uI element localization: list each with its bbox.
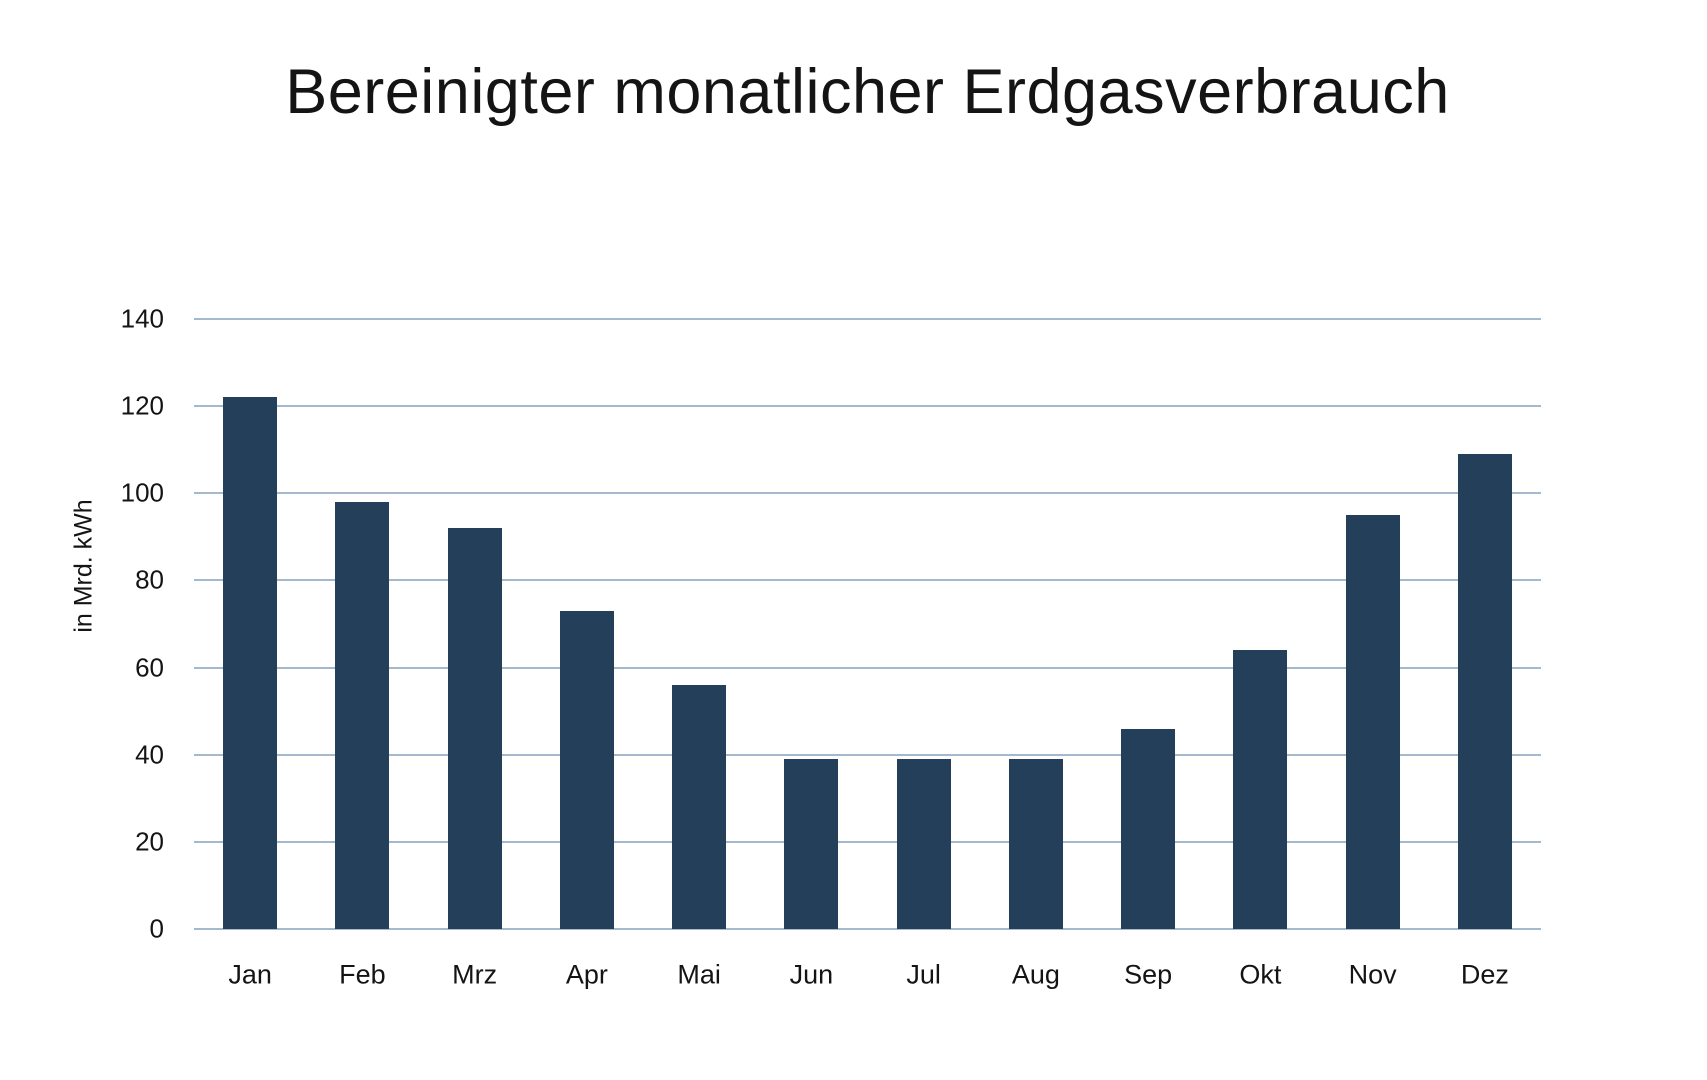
bar — [784, 759, 839, 929]
y-tick-label: 60 — [135, 652, 164, 683]
bar — [223, 397, 278, 929]
gridline — [194, 405, 1541, 408]
x-tick-label: Apr — [565, 959, 608, 990]
x-tick-label: Sep — [1124, 959, 1173, 990]
chart-title: Bereinigter monatlicher Erdgasverbrauch — [285, 57, 1450, 127]
bar — [1008, 759, 1063, 929]
gridline — [194, 666, 1541, 669]
y-tick-label: 140 — [120, 303, 164, 334]
x-tick-label: Mrz — [452, 959, 498, 990]
x-tick-label: Nov — [1348, 959, 1397, 990]
bar — [1121, 728, 1176, 929]
x-tick-label: Mai — [677, 959, 721, 990]
bar — [1457, 454, 1512, 929]
bar — [447, 528, 502, 929]
y-tick-label: 100 — [120, 477, 164, 508]
x-tick-label: Jan — [228, 959, 272, 990]
x-tick-label: Aug — [1011, 959, 1060, 990]
bar — [559, 610, 614, 929]
y-tick-label: 20 — [135, 826, 164, 857]
gridline — [194, 928, 1541, 930]
bar — [335, 502, 390, 929]
gridline — [194, 492, 1541, 495]
gridline — [194, 579, 1541, 582]
y-tick-label: 80 — [135, 564, 164, 595]
x-tick-label: Dez — [1460, 959, 1509, 990]
bar — [672, 685, 727, 929]
x-tick-label: Okt — [1239, 959, 1282, 990]
gridline — [194, 318, 1541, 320]
bar — [896, 759, 951, 929]
x-tick-label: Jul — [906, 959, 941, 990]
x-tick-label: Jun — [789, 959, 834, 990]
bar — [1233, 650, 1288, 929]
y-tick-label: 0 — [149, 913, 164, 944]
x-tick-label: Feb — [339, 959, 386, 990]
bar — [1345, 515, 1400, 929]
gridline — [194, 753, 1541, 756]
gridline — [194, 840, 1541, 843]
y-tick-label: 120 — [120, 390, 164, 421]
y-tick-label: 40 — [135, 739, 164, 770]
